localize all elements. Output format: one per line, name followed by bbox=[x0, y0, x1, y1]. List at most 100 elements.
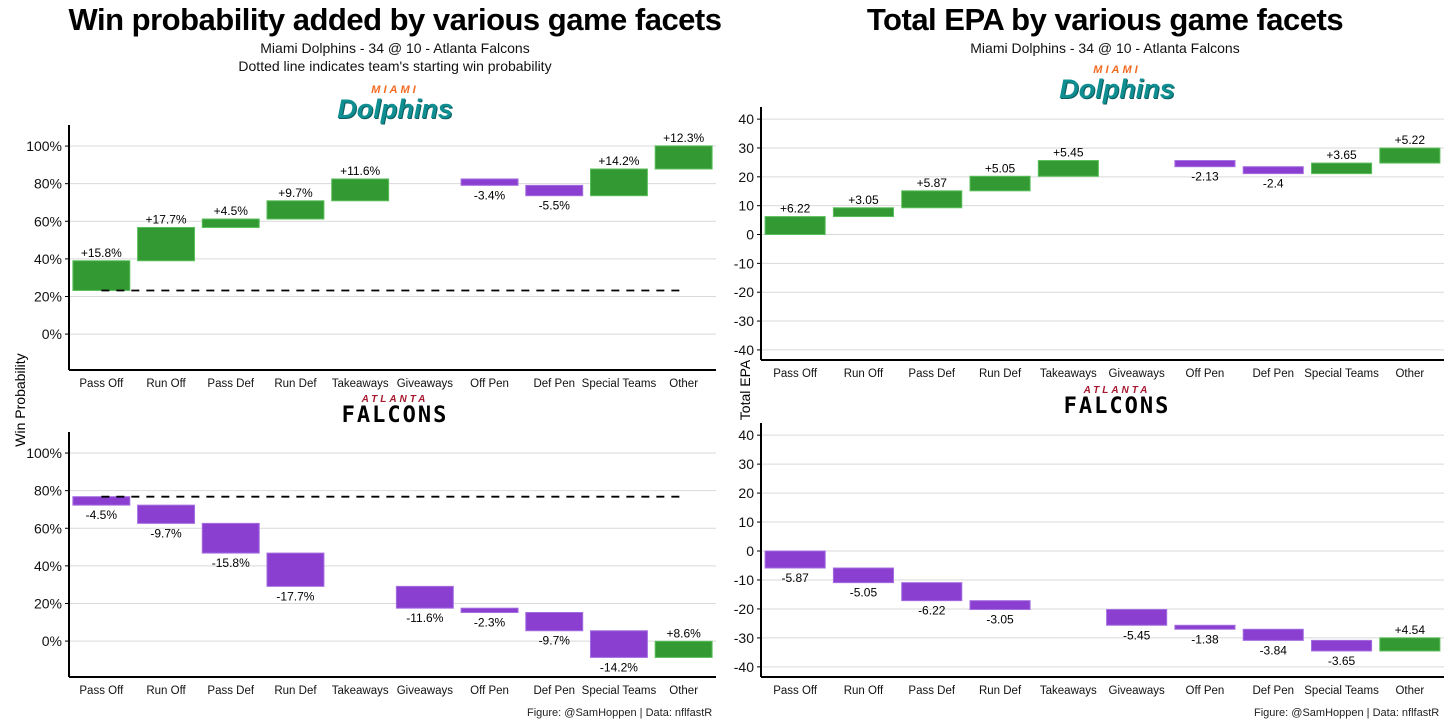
bar bbox=[589, 630, 648, 658]
value-label: +8.6% bbox=[666, 626, 701, 640]
x-tick-label: Other bbox=[1395, 368, 1424, 380]
value-label: -15.8% bbox=[212, 556, 250, 570]
value-label: +3.05 bbox=[848, 193, 879, 207]
bar bbox=[201, 218, 260, 228]
value-label: +3.65 bbox=[1326, 148, 1357, 162]
bar bbox=[460, 178, 519, 186]
dolphins-logo-top: MIAMI bbox=[1093, 64, 1141, 76]
y-tick-label: 60% bbox=[34, 520, 62, 536]
bar bbox=[589, 168, 648, 197]
x-tick-label: Takeaways bbox=[1040, 685, 1097, 697]
bar bbox=[654, 145, 713, 170]
x-tick-label: Pass Def bbox=[207, 685, 254, 697]
falcons-logo: ATLANTA FALCONS bbox=[310, 394, 480, 427]
bar bbox=[654, 640, 713, 658]
y-tick-label: 10 bbox=[738, 198, 754, 214]
y-tick-label: 100% bbox=[26, 138, 62, 154]
y-tick-label: 0% bbox=[42, 326, 62, 342]
value-label: -1.38 bbox=[1191, 632, 1219, 646]
x-tick-label: Pass Def bbox=[908, 368, 955, 380]
y-tick-label: 60% bbox=[34, 213, 62, 229]
x-tick-label: Pass Off bbox=[79, 685, 124, 697]
x-tick-label: Run Def bbox=[979, 368, 1022, 380]
x-tick-label: Giveaways bbox=[1109, 685, 1165, 697]
x-tick-label: Takeaways bbox=[332, 378, 389, 390]
falcons-logo-epa: ATLANTA FALCONS bbox=[1032, 385, 1202, 418]
bar bbox=[1174, 624, 1236, 630]
value-label: +9.7% bbox=[278, 186, 313, 200]
value-label: +5.22 bbox=[1395, 133, 1426, 147]
dolphins-logo: MIAMI Dolphins bbox=[310, 84, 480, 123]
value-label: +4.54 bbox=[1395, 623, 1426, 637]
bar bbox=[1242, 628, 1304, 641]
value-label: -3.05 bbox=[986, 612, 1014, 626]
bar bbox=[460, 607, 519, 614]
x-tick-label: Def Pen bbox=[1252, 368, 1294, 380]
value-label: -9.7% bbox=[539, 634, 571, 648]
bar bbox=[832, 567, 895, 584]
y-tick-label: -30 bbox=[734, 630, 754, 646]
bar bbox=[525, 184, 584, 197]
bar bbox=[395, 585, 454, 609]
value-label: -5.45 bbox=[1123, 628, 1151, 642]
bar bbox=[764, 216, 826, 236]
x-tick-label: Def Pen bbox=[533, 378, 575, 390]
falcons-logo-main: FALCONS bbox=[341, 403, 449, 428]
bar bbox=[969, 600, 1031, 610]
value-label: +6.22 bbox=[780, 202, 811, 216]
x-tick-label: Takeaways bbox=[332, 685, 389, 697]
y-tick-label: 20 bbox=[738, 169, 754, 185]
falcons-logo-top: ATLANTA bbox=[361, 394, 429, 405]
x-tick-label: Giveaways bbox=[397, 378, 453, 390]
y-tick-label: 0 bbox=[746, 227, 754, 243]
value-label: +5.05 bbox=[985, 161, 1016, 175]
value-label: -9.7% bbox=[150, 526, 182, 540]
value-label: -11.6% bbox=[406, 611, 443, 625]
x-tick-label: Other bbox=[669, 378, 698, 390]
value-label: +5.45 bbox=[1053, 146, 1084, 160]
bar bbox=[331, 178, 390, 202]
bar bbox=[1379, 637, 1441, 652]
y-tick-label: -40 bbox=[734, 659, 754, 675]
falcons-wp-panel: 0% 20% 40% 60% 80% 100% -4.5% Pass Off -9.7% Run … bbox=[26, 432, 716, 697]
value-label: -14.2% bbox=[600, 660, 638, 674]
value-label: -2.4 bbox=[1263, 177, 1284, 191]
y-tick-label: 80% bbox=[34, 176, 62, 192]
y-tick-label: 0 bbox=[746, 543, 754, 559]
value-label: -2.13 bbox=[1191, 170, 1219, 184]
x-tick-label: Takeaways bbox=[1040, 368, 1097, 380]
bar bbox=[1242, 166, 1304, 175]
value-label: +15.8% bbox=[81, 246, 122, 260]
bar bbox=[137, 504, 196, 524]
x-tick-label: Pass Off bbox=[773, 685, 818, 697]
value-label: -3.84 bbox=[1260, 643, 1288, 657]
dolphins-logo-main: Dolphins bbox=[1059, 74, 1175, 104]
x-tick-label: Off Pen bbox=[470, 378, 509, 390]
x-tick-label: Def Pen bbox=[1252, 685, 1294, 697]
x-tick-label: Run Off bbox=[844, 685, 884, 697]
y-tick-label: 20% bbox=[34, 288, 62, 304]
value-label: -6.22 bbox=[918, 604, 946, 618]
wp-chart-subtitle: Miami Dolphins - 34 @ 10 - Atlanta Falco… bbox=[260, 40, 530, 56]
value-label: -17.7% bbox=[276, 589, 314, 603]
y-tick-label: -40 bbox=[734, 342, 754, 358]
value-label: -3.4% bbox=[474, 188, 506, 202]
dolphins-logo-epa: MIAMI Dolphins bbox=[1032, 64, 1202, 103]
x-tick-label: Run Def bbox=[979, 685, 1022, 697]
bar bbox=[72, 260, 131, 291]
epa-chart-title: Total EPA by various game facets bbox=[866, 2, 1344, 37]
bar bbox=[1037, 160, 1099, 177]
y-tick-label: 0% bbox=[42, 633, 62, 649]
bar bbox=[764, 550, 826, 569]
y-tick-label: 100% bbox=[26, 445, 62, 461]
y-tick-label: -10 bbox=[734, 255, 754, 271]
x-tick-label: Run Off bbox=[146, 378, 186, 390]
dolphins-logo-main: Dolphins bbox=[337, 94, 453, 124]
y-tick-label: 20% bbox=[34, 595, 62, 611]
bar bbox=[901, 190, 963, 209]
dolphins-wp-panel: 0% 20% 40% 60% 80% 100% +15.8% Pass Off +17.7% Ru… bbox=[26, 125, 716, 390]
value-label: -3.65 bbox=[1328, 654, 1356, 668]
x-tick-label: Run Off bbox=[146, 685, 186, 697]
y-tick-label: 80% bbox=[34, 483, 62, 499]
